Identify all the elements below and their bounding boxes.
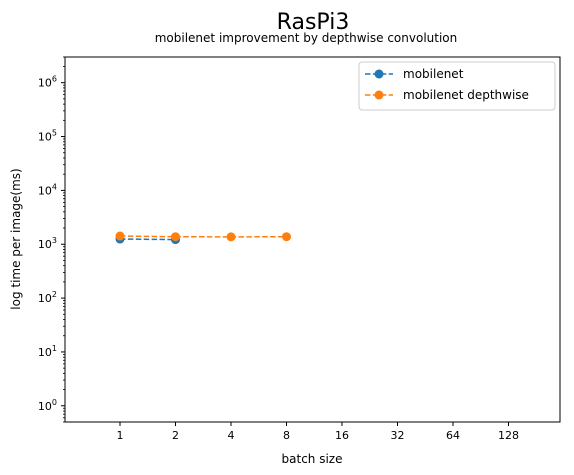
data-point (171, 232, 180, 242)
y-axis-label: log time per image(ms) (9, 168, 23, 309)
x-tick-label: 32 (391, 429, 405, 442)
y-axis: 100 101 102 103 104 105 106 (38, 56, 65, 423)
legend-marker (374, 90, 384, 100)
plot-area (64, 56, 561, 423)
series-layer (115, 231, 291, 245)
data-point (282, 232, 291, 242)
data-point (226, 232, 236, 242)
series-line (119, 238, 176, 241)
x-tick-label: 4 (228, 429, 235, 442)
x-tick-label: 128 (498, 429, 519, 442)
x-axis-label: batch size (282, 452, 343, 466)
data-point (115, 231, 125, 241)
chart-title: RasPi3 (277, 10, 350, 35)
y-tick-label: 105 (38, 129, 57, 144)
y-tick-label: 102 (38, 290, 57, 305)
legend: mobilenet mobilenet depthwise (358, 61, 556, 111)
series-line (119, 235, 287, 238)
legend-label: mobilenet depthwise (403, 88, 529, 102)
x-axis: 1 2 4 8 16 32 64 128 (117, 422, 519, 442)
x-tick-label: 1 (117, 429, 124, 442)
legend-label: mobilenet (403, 67, 464, 81)
y-tick-label: 104 (38, 182, 57, 197)
y-tick-label: 103 (38, 236, 57, 251)
y-tick-label: 100 (38, 398, 57, 413)
y-tick-label: 101 (38, 344, 57, 359)
x-tick-label: 16 (335, 429, 349, 442)
legend-marker (374, 69, 384, 79)
chart-subtitle: mobilenet improvement by depthwise convo… (155, 31, 458, 45)
x-tick-label: 64 (446, 429, 460, 442)
x-tick-label: 8 (283, 429, 290, 442)
x-tick-label: 2 (172, 429, 179, 442)
legend-box (358, 61, 556, 111)
y-tick-label: 106 (38, 75, 57, 90)
